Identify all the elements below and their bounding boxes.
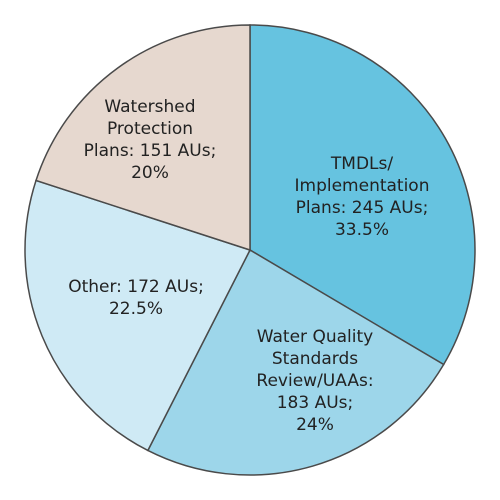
slices-layer [24,24,476,476]
slice-label-0: TMDLs/Implementation Plans: 245 AUs; 33.5% [295,154,430,240]
slice-label-1-line-4: 24% [296,415,334,435]
slice-label-2-line-1: 22.5% [109,299,163,319]
slice-label-2-line-0: Other: 172 AUs; [68,277,204,297]
pie-slice-0 [249,24,476,366]
labels-layer: TMDLs/Implementation Plans: 245 AUs; 33.5%… [68,97,429,435]
slice-label-1-line-2: Review/UAAs: [256,371,373,391]
slice-label-3: Watershed Protection Plans: 151 AUs; 20% [84,97,217,183]
slice-label-0-line-2: Plans: 245 AUs; [296,198,429,218]
pie-slice-3 [35,24,251,252]
slice-label-3-line-2: Plans: 151 AUs; [84,141,217,161]
slice-label-0-line-0: TMDLs/ [330,154,393,174]
slice-label-1: Water Quality Standards Review/UAAs: 183 AU… [256,327,373,435]
slice-label-3-line-0: Watershed [104,97,195,117]
slice-label-1-line-0: Water Quality [257,327,373,347]
slice-label-3-line-1: Protection [107,119,193,139]
pie-slice-2 [24,179,252,452]
slice-label-1-line-3: 183 AUs; [277,393,354,413]
slice-label-0-line-1: Implementation [295,176,430,196]
slice-label-3-line-3: 20% [131,163,169,183]
slice-label-0-line-3: 33.5% [335,220,389,240]
slice-label-1-line-1: Standards [272,349,358,369]
slice-label-2: Other: 172 AUs; 22.5% [68,277,204,319]
